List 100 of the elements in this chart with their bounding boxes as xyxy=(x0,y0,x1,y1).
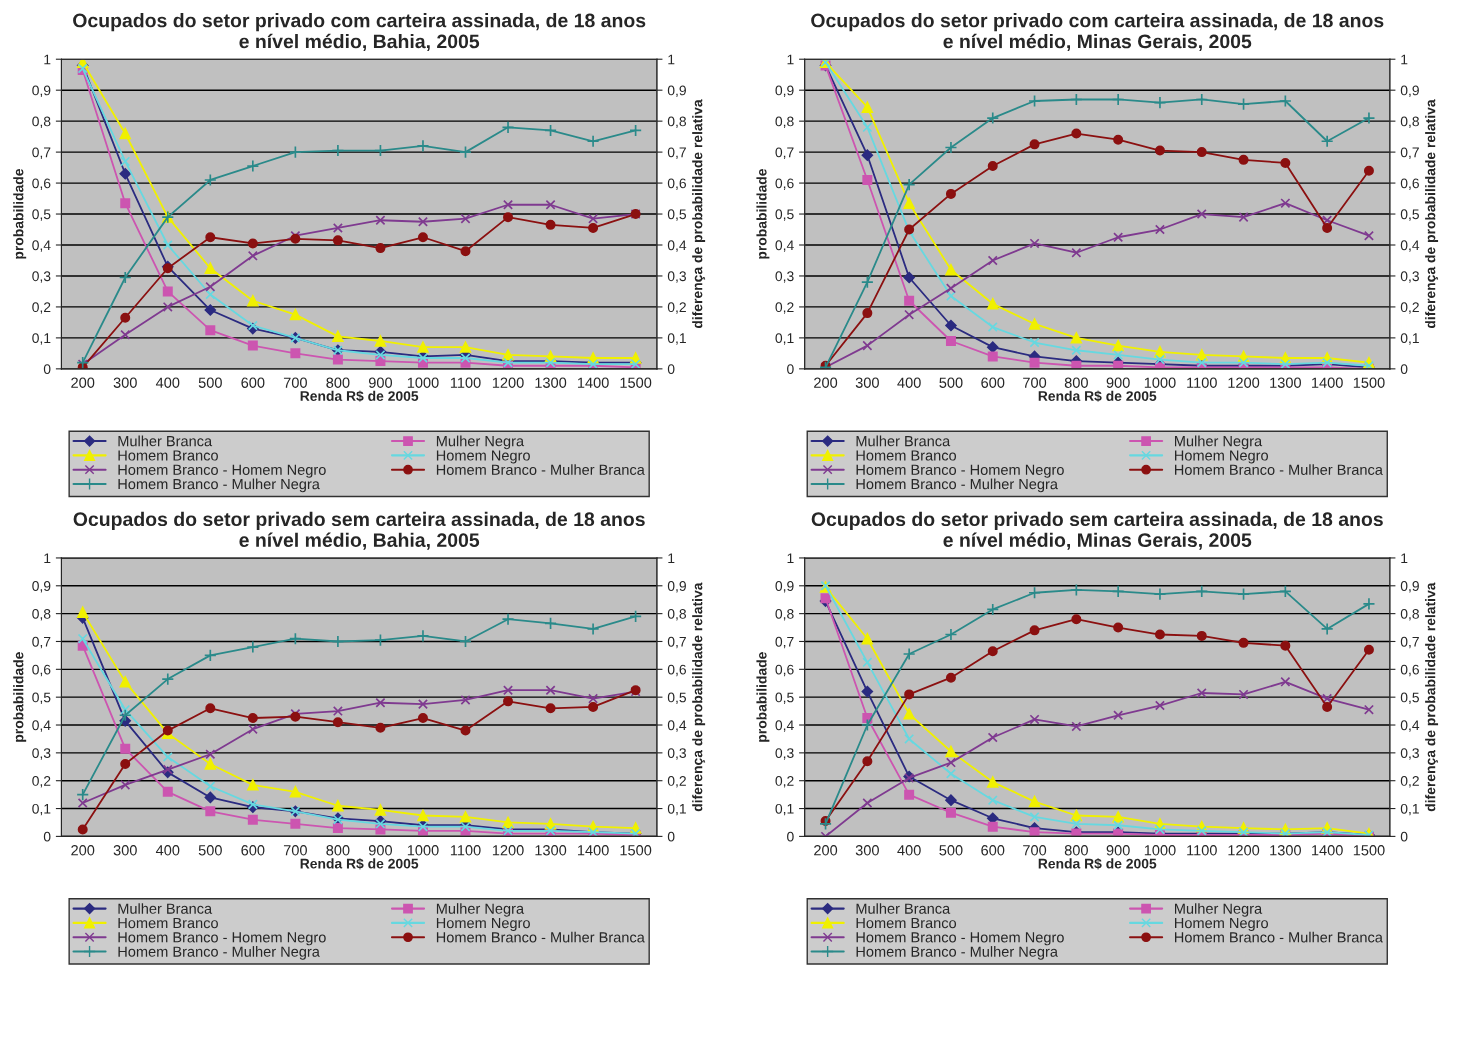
y-tick-label: 0,1 xyxy=(775,803,794,816)
x-tick-label: 500 xyxy=(939,377,963,388)
y2-tick-label: 0,5 xyxy=(1400,209,1419,221)
y2-tick-label: 0,3 xyxy=(667,271,686,283)
y2-tick-label: 0,5 xyxy=(667,209,687,221)
y2-tick-label: 0,4 xyxy=(1400,240,1420,252)
y2-tick-label: 0,3 xyxy=(1400,748,1419,760)
y2-tick-label: 1 xyxy=(1401,553,1408,563)
x-tick-label: 1400 xyxy=(577,845,609,856)
x-tick-label: 800 xyxy=(1064,377,1088,388)
y2-axis-title: diferença de probabilidade relativa xyxy=(1425,99,1439,329)
legend-label: Homem Branco - Homem Negro xyxy=(118,464,326,478)
y2-tick-label: 0 xyxy=(667,364,675,375)
legend-label: Mulher Negra xyxy=(1175,435,1263,450)
y-tick-label: 0,2 xyxy=(32,776,51,788)
y2-tick-label: 0,1 xyxy=(1400,803,1419,816)
x-tick-label: 600 xyxy=(981,845,1005,856)
y-axis-title: probabilidade xyxy=(13,652,27,742)
x-tick-label: 700 xyxy=(283,845,307,856)
x-tick-label: 300 xyxy=(113,845,137,856)
x-tick-label: 200 xyxy=(814,845,838,856)
y-tick-label: 0,5 xyxy=(775,692,794,704)
y2-tick-label: 0 xyxy=(667,831,675,842)
x-axis-title: Renda R$ de 2005 xyxy=(300,858,419,870)
legend-label: Homem Branco - Mulher Negra xyxy=(118,478,320,493)
y2-tick-label: 0,7 xyxy=(667,147,686,159)
y2-tick-label: 0,2 xyxy=(1400,776,1419,788)
x-tick-label: 700 xyxy=(1023,845,1047,856)
y-tick-label: 0,7 xyxy=(775,147,794,159)
y-tick-label: 0,4 xyxy=(775,240,794,252)
y2-axis-title: diferença de probabilidade relativa xyxy=(692,582,706,812)
y-axis-title: probabilidade xyxy=(13,168,27,259)
y2-tick-label: 0,3 xyxy=(667,748,686,760)
y-tick-label: 0,9 xyxy=(32,85,51,97)
legend-label: Homem Branco xyxy=(856,450,957,461)
x-tick-label: 1200 xyxy=(492,377,524,388)
y2-tick-label: 0,2 xyxy=(1400,302,1419,314)
x-tick-label: 1000 xyxy=(1144,377,1176,388)
y2-tick-label: 0,4 xyxy=(1400,720,1420,732)
legend-label: Homem Branco - Homem Negro xyxy=(856,932,1064,946)
x-tick-label: 300 xyxy=(855,377,879,388)
x-tick-label: 800 xyxy=(1064,845,1088,856)
chart-title: Ocupados do setor privado sem carteira assinada, de 18 anos e nível médio, Minas Gerais, 2005 xyxy=(811,511,1383,550)
x-tick-label: 700 xyxy=(1023,377,1047,388)
legend-label: Homem Branco - Mulher Branca xyxy=(436,464,645,475)
y-tick-label: 1 xyxy=(44,54,51,65)
y2-tick-label: 0,7 xyxy=(667,636,686,649)
x-axis-title: Renda R$ de 2005 xyxy=(1038,858,1157,870)
y2-tick-label: 0 xyxy=(1400,364,1408,375)
y-tick-label: 0,6 xyxy=(775,664,794,677)
legend-label: Homem Branco - Mulher Branca xyxy=(1175,931,1383,943)
x-tick-label: 600 xyxy=(241,377,265,388)
y2-tick-label: 0,6 xyxy=(667,664,686,677)
y2-axis-title: diferença de probabilidade relativa xyxy=(692,99,706,329)
x-tick-label: 1100 xyxy=(450,845,481,856)
y2-tick-label: 0,4 xyxy=(667,240,687,252)
x-tick-label: 1200 xyxy=(1228,377,1260,388)
legend-label: Mulher Negra xyxy=(436,435,525,450)
x-tick-label: 1300 xyxy=(1270,377,1301,388)
x-tick-label: 900 xyxy=(368,845,393,856)
y-axis-title: probabilidade xyxy=(756,168,770,259)
x-tick-label: 800 xyxy=(326,845,350,856)
legend-label: Homem Branco - Mulher Negra xyxy=(118,946,320,960)
y2-tick-label: 0,6 xyxy=(667,178,686,190)
y-tick-label: 0,8 xyxy=(32,608,51,621)
y2-tick-label: 0,5 xyxy=(1400,692,1419,704)
y2-tick-label: 0,1 xyxy=(1400,333,1419,345)
legend-label: Homem Branco xyxy=(856,917,957,929)
legend-label: Mulher Branca xyxy=(118,435,213,447)
y2-tick-label: 0,9 xyxy=(667,85,686,97)
y-tick-label: 0,4 xyxy=(775,720,794,732)
y2-tick-label: 0,7 xyxy=(1400,636,1419,649)
y-tick-label: 0,2 xyxy=(775,776,794,788)
x-tick-label: 1100 xyxy=(1187,845,1217,856)
x-tick-label: 1500 xyxy=(620,377,652,388)
y-tick-label: 0,3 xyxy=(32,748,51,760)
legend-label: Mulher Branca xyxy=(118,903,213,914)
y-tick-label: 0,9 xyxy=(32,581,51,593)
y-tick-label: 0,9 xyxy=(775,581,794,593)
x-tick-label: 300 xyxy=(855,845,879,856)
y-tick-label: 0 xyxy=(787,831,794,842)
legend-label: Homem Negro xyxy=(1175,450,1269,464)
y-tick-label: 0,3 xyxy=(775,271,794,283)
y-tick-label: 0,8 xyxy=(775,116,794,128)
x-tick-label: 300 xyxy=(113,377,137,388)
x-tick-label: 900 xyxy=(1106,845,1130,856)
y-tick-label: 0,1 xyxy=(775,333,794,345)
legend-label: Homem Branco - Mulher Branca xyxy=(436,931,645,943)
y2-tick-label: 0,2 xyxy=(667,302,686,314)
y2-tick-label: 0,4 xyxy=(667,720,687,732)
y-tick-label: 1 xyxy=(787,553,794,563)
y-tick-label: 0,5 xyxy=(775,209,794,221)
chart-title: Ocupados do setor privado com carteira assinada, de 18 anos e nível médio, Minas Gerais, 2005 xyxy=(811,13,1384,52)
legend-label: Mulher Branca xyxy=(856,903,951,914)
y-tick-label: 0,2 xyxy=(32,302,51,314)
chart-title: Ocupados do setor privado com carteira assinada, de 18 anos e nível médio, Bahia, 2005 xyxy=(73,13,646,52)
y2-tick-label: 0,9 xyxy=(667,581,686,593)
y-tick-label: 0 xyxy=(43,831,51,842)
x-tick-label: 400 xyxy=(155,845,180,856)
y-tick-label: 0,2 xyxy=(775,302,794,314)
